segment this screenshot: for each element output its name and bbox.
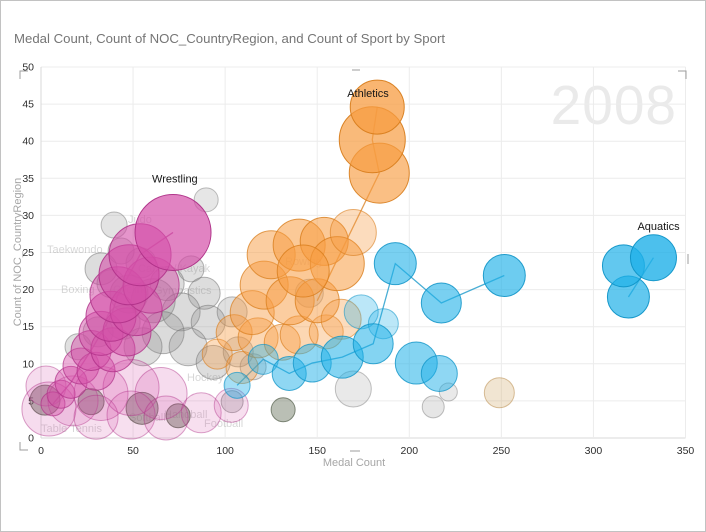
faded-sport-label: Football — [204, 418, 243, 430]
y-axis-title: Count of NOC_CountryRegion — [12, 177, 24, 327]
bubble-athletics[interactable] — [349, 79, 405, 135]
y-tick-label: 50 — [22, 62, 34, 74]
bubble-other-sports-faded-[interactable] — [165, 403, 191, 429]
bubble-other-sports-faded-[interactable] — [216, 296, 248, 328]
x-tick-label: 100 — [216, 445, 234, 457]
bubble-athletics[interactable] — [276, 244, 330, 298]
bubble-wrestling[interactable] — [46, 379, 76, 409]
bubble-aquatics[interactable] — [482, 254, 526, 298]
faded-sport-label: Table Tennis — [41, 423, 102, 435]
bubble-other-sports-faded-[interactable] — [29, 384, 61, 416]
x-tick-label: 200 — [401, 445, 419, 457]
x-tick-label: 350 — [677, 445, 695, 457]
bubble-athletics[interactable] — [215, 314, 253, 352]
bubble-wrestling[interactable] — [54, 365, 88, 399]
bubble-aquatics[interactable] — [373, 242, 417, 286]
bubble-other-sports-faded-[interactable] — [483, 377, 515, 409]
bubble-wrestling[interactable] — [134, 193, 212, 271]
bubble-aquatics[interactable] — [420, 282, 462, 324]
y-tick-label: 20 — [22, 284, 34, 296]
year-watermark: 2008 — [550, 74, 677, 136]
bubble-wrestling[interactable] — [40, 391, 66, 417]
bubble-aquatics[interactable] — [420, 354, 458, 392]
bubble-wrestling[interactable] — [73, 394, 119, 440]
y-tick-label: 15 — [22, 321, 34, 333]
series-label-wrestling: Wrestling — [152, 173, 198, 185]
bubble-athletics[interactable] — [329, 208, 377, 256]
bubble-other-sports-faded-[interactable] — [270, 397, 296, 423]
play-axis: Year ▶ 190019041908191219201924192819321… — [1, 456, 705, 526]
bubble-aquatics[interactable] — [352, 323, 394, 365]
bubble-wrestling[interactable] — [143, 395, 189, 441]
bubble-other-sports-faded-[interactable] — [187, 276, 221, 310]
bubble-aquatics[interactable] — [247, 343, 279, 375]
x-tick-label: 250 — [493, 445, 511, 457]
bubble-other-sports-faded-[interactable] — [220, 390, 244, 414]
y-tick-label: 25 — [22, 247, 34, 259]
selection-handle-top-right[interactable] — [678, 70, 687, 79]
bubble-other-sports-faded-[interactable] — [125, 391, 159, 425]
faded-sport-label: Boxing — [61, 284, 95, 296]
bubble-wrestling[interactable] — [180, 392, 222, 434]
selection-handle-top-left[interactable] — [19, 70, 28, 79]
bubble-other-sports-faded-[interactable] — [239, 353, 267, 381]
y-tick-label: 45 — [22, 99, 34, 111]
series-label-athletics: Athletics — [347, 88, 389, 100]
x-tick-label: 0 — [38, 445, 44, 457]
y-tick-label: 40 — [22, 136, 34, 148]
bubble-other-sports-faded-[interactable] — [421, 395, 445, 419]
faded-sport-label: Taekwondo — [47, 244, 103, 256]
bubble-athletics[interactable] — [225, 351, 259, 385]
y-tick-label: 0 — [28, 433, 34, 445]
series-label-aquatics: Aquatics — [637, 221, 680, 233]
y-tick-label: 30 — [22, 210, 34, 222]
chart-title: Medal Count, Count of NOC_CountryRegion,… — [14, 31, 446, 46]
bubble-wrestling[interactable] — [106, 390, 156, 440]
bubble-wrestling[interactable] — [213, 387, 249, 423]
y-tick-label: 10 — [22, 358, 34, 370]
bubble-aquatics[interactable] — [223, 371, 251, 399]
y-tick-label: 35 — [22, 173, 34, 185]
selection-handle-bottom-left[interactable] — [19, 442, 28, 451]
bubble-wrestling[interactable] — [134, 366, 188, 420]
bubble-other-sports-faded-[interactable] — [77, 388, 105, 416]
x-tick-label: 150 — [308, 445, 326, 457]
x-tick-label: 300 — [585, 445, 603, 457]
x-tick-label: 50 — [127, 445, 139, 457]
bubble-aquatics[interactable] — [629, 234, 677, 282]
x-axis-title: Medal Count — [322, 457, 386, 469]
